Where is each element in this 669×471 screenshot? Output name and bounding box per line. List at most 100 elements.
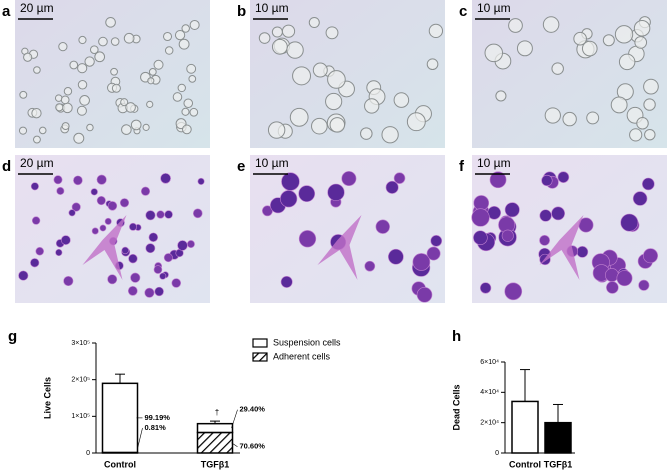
- cell: [56, 186, 65, 195]
- label-leader: [231, 409, 238, 429]
- cell: [406, 112, 426, 132]
- cell: [145, 210, 156, 221]
- y-tick-label: 0: [86, 450, 90, 457]
- cell: [614, 25, 634, 44]
- cell: [121, 246, 129, 255]
- cell: [62, 102, 73, 114]
- error-bar: [553, 403, 563, 423]
- cell: [562, 111, 577, 127]
- cell: [426, 58, 439, 71]
- cell: [638, 279, 650, 291]
- bar-segment: [196, 431, 234, 454]
- bar: [511, 400, 539, 454]
- cell: [281, 24, 296, 38]
- percent-label: 0.81%: [145, 423, 167, 432]
- cell: [544, 107, 561, 124]
- cell: [557, 171, 570, 183]
- cell: [119, 198, 130, 208]
- x-tick-label: Control: [104, 459, 136, 469]
- cell: [181, 107, 190, 116]
- cell: [77, 63, 88, 74]
- cell: [610, 96, 628, 114]
- cell: [142, 123, 150, 131]
- cell: [539, 234, 550, 246]
- cell: [325, 92, 343, 111]
- cell: [636, 117, 649, 130]
- cell: [182, 124, 192, 135]
- cell: [160, 173, 171, 184]
- cell: [258, 32, 271, 44]
- cell: [23, 52, 33, 62]
- cell: [145, 243, 156, 254]
- cell: [385, 180, 399, 194]
- cell: [412, 253, 431, 271]
- y-tick-label: 2×10⁵: [71, 377, 90, 384]
- cell: [267, 121, 286, 139]
- percent-label: 70.60%: [240, 442, 266, 451]
- cell: [84, 56, 95, 67]
- cell: [63, 87, 73, 96]
- legend-label: Suspension cells: [273, 337, 341, 347]
- cell: [298, 185, 316, 202]
- cell: [171, 278, 182, 288]
- scale-bar-label: 10 µm: [477, 156, 511, 170]
- panel-letter: d: [2, 158, 11, 175]
- cell: [388, 248, 404, 265]
- cell: [99, 224, 107, 232]
- y-axis-label: Dead Cells: [451, 384, 461, 430]
- legend-label: Adherent cells: [273, 351, 331, 361]
- cell: [55, 248, 63, 257]
- cell: [620, 213, 639, 232]
- cell: [189, 19, 200, 30]
- error-bar: [520, 369, 530, 402]
- cell: [30, 258, 40, 268]
- cell: [604, 268, 619, 282]
- cell: [30, 182, 39, 191]
- cell: [110, 67, 118, 76]
- scale-bar-label: 10 µm: [255, 156, 289, 170]
- y-tick-label: 6×10⁴: [480, 359, 499, 366]
- cell: [107, 274, 118, 285]
- cell: [643, 98, 656, 111]
- cell: [90, 188, 98, 196]
- cell: [643, 78, 659, 95]
- cell: [58, 42, 68, 52]
- cell: [325, 26, 339, 40]
- cell: [60, 235, 71, 245]
- cell: [130, 119, 142, 131]
- cell: [163, 31, 173, 42]
- error-bar: [115, 373, 125, 384]
- spread-cell: [82, 215, 127, 280]
- cell: [393, 92, 410, 108]
- cell: [279, 190, 298, 208]
- cell: [289, 107, 309, 127]
- cell: [73, 132, 85, 144]
- cell: [375, 219, 390, 234]
- cell: [471, 208, 490, 227]
- cell: [360, 127, 373, 140]
- cell: [629, 128, 643, 142]
- cell: [33, 135, 41, 144]
- cell: [104, 217, 112, 225]
- cell: [172, 92, 183, 102]
- cell: [55, 103, 64, 112]
- cell: [63, 275, 74, 287]
- label-leader: [231, 442, 238, 447]
- cell: [73, 175, 83, 186]
- cell: [573, 31, 587, 46]
- panel-letter: e: [237, 158, 245, 175]
- cell: [633, 19, 651, 37]
- y-tick-label: 1×10⁵: [71, 413, 90, 420]
- cell: [38, 126, 47, 135]
- cell: [164, 210, 173, 219]
- cell: [634, 36, 648, 49]
- cell: [121, 124, 132, 135]
- cell: [94, 51, 106, 63]
- cell: [428, 23, 444, 39]
- cell: [327, 70, 346, 89]
- cell: [154, 286, 164, 297]
- cell: [98, 36, 108, 47]
- x-tick-label: TGFβ1: [544, 459, 573, 469]
- cell: [286, 41, 304, 59]
- cell: [156, 210, 165, 219]
